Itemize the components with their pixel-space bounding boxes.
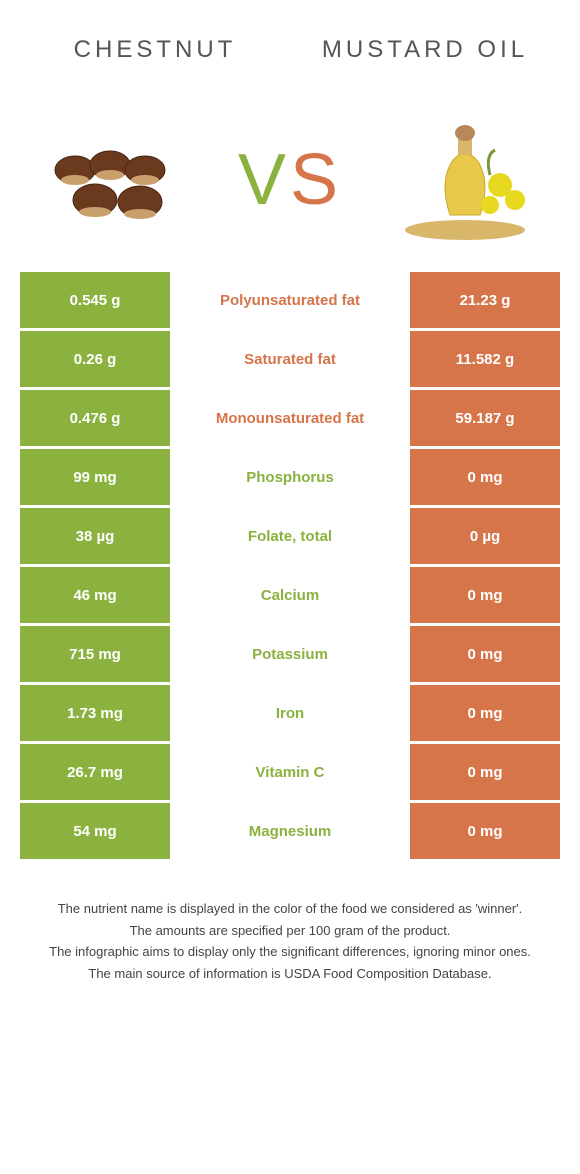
- nutrient-label-cell: Phosphorus: [170, 449, 410, 505]
- right-value-cell: 0 mg: [410, 626, 560, 682]
- table-row: 0.476 gMonounsaturated fat59.187 g: [20, 390, 560, 446]
- mustard-oil-image: [390, 120, 540, 240]
- table-row: 715 mgPotassium0 mg: [20, 626, 560, 682]
- left-value-cell: 0.545 g: [20, 272, 170, 328]
- footer-line: The nutrient name is displayed in the co…: [30, 899, 550, 919]
- table-row: 0.545 gPolyunsaturated fat21.23 g: [20, 272, 560, 328]
- right-value-cell: 0 mg: [410, 685, 560, 741]
- footer-line: The infographic aims to display only the…: [30, 942, 550, 962]
- right-value-cell: 0 mg: [410, 449, 560, 505]
- comparison-table: 0.545 gPolyunsaturated fat21.23 g0.26 gS…: [20, 272, 560, 859]
- nutrient-label-cell: Magnesium: [170, 803, 410, 859]
- vs-label: VS: [238, 139, 342, 221]
- right-food-title: Mustard oil: [290, 36, 560, 64]
- left-value-cell: 0.476 g: [20, 390, 170, 446]
- left-value-cell: 46 mg: [20, 567, 170, 623]
- footer-line: The main source of information is USDA F…: [30, 964, 550, 984]
- nutrient-label-cell: Polyunsaturated fat: [170, 272, 410, 328]
- right-value-cell: 0 mg: [410, 567, 560, 623]
- nutrient-label-cell: Saturated fat: [170, 331, 410, 387]
- images-row: VS: [0, 100, 580, 260]
- nutrient-label-cell: Folate, total: [170, 508, 410, 564]
- table-row: 99 mgPhosphorus0 mg: [20, 449, 560, 505]
- nutrient-label-cell: Potassium: [170, 626, 410, 682]
- nutrient-label-cell: Iron: [170, 685, 410, 741]
- table-row: 38 µgFolate, total0 µg: [20, 508, 560, 564]
- nutrient-label-cell: Monounsaturated fat: [170, 390, 410, 446]
- nutrient-label-cell: Vitamin C: [170, 744, 410, 800]
- left-value-cell: 715 mg: [20, 626, 170, 682]
- table-row: 0.26 gSaturated fat11.582 g: [20, 331, 560, 387]
- table-row: 54 mgMagnesium0 mg: [20, 803, 560, 859]
- footer-line: The amounts are specified per 100 gram o…: [30, 921, 550, 941]
- right-value-cell: 21.23 g: [410, 272, 560, 328]
- left-value-cell: 26.7 mg: [20, 744, 170, 800]
- right-value-cell: 11.582 g: [410, 331, 560, 387]
- right-value-cell: 59.187 g: [410, 390, 560, 446]
- right-value-cell: 0 mg: [410, 744, 560, 800]
- nutrient-label-cell: Calcium: [170, 567, 410, 623]
- footer-notes: The nutrient name is displayed in the co…: [30, 899, 550, 983]
- vs-s-letter: S: [290, 140, 342, 220]
- left-value-cell: 1.73 mg: [20, 685, 170, 741]
- table-row: 1.73 mgIron0 mg: [20, 685, 560, 741]
- vs-v-letter: V: [238, 140, 290, 220]
- chestnut-image: [40, 120, 190, 240]
- left-value-cell: 99 mg: [20, 449, 170, 505]
- left-value-cell: 54 mg: [20, 803, 170, 859]
- right-value-cell: 0 mg: [410, 803, 560, 859]
- right-value-cell: 0 µg: [410, 508, 560, 564]
- left-food-title: Chestnut: [20, 36, 290, 64]
- table-row: 26.7 mgVitamin C0 mg: [20, 744, 560, 800]
- header: Chestnut Mustard oil: [0, 0, 580, 100]
- table-row: 46 mgCalcium0 mg: [20, 567, 560, 623]
- left-value-cell: 38 µg: [20, 508, 170, 564]
- left-value-cell: 0.26 g: [20, 331, 170, 387]
